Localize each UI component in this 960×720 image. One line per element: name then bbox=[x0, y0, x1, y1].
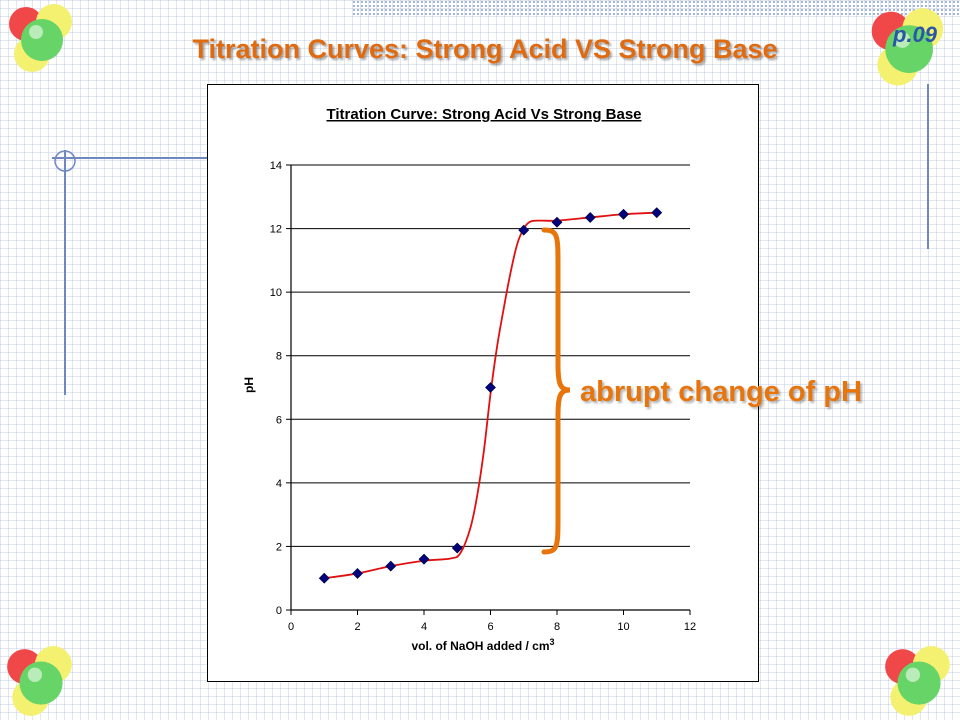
annotation-text: abrupt change of pH bbox=[580, 376, 862, 408]
data-point-marker bbox=[352, 568, 363, 579]
x-tick-label: 10 bbox=[617, 621, 629, 633]
data-point-marker bbox=[518, 224, 530, 236]
y-tick-label: 4 bbox=[276, 478, 282, 490]
molecule-icon bbox=[7, 646, 72, 716]
data-point-marker bbox=[618, 208, 629, 220]
molecule-icon bbox=[871, 8, 944, 86]
slide-title: Titration Curves: Strong Acid VS Strong … bbox=[192, 34, 778, 64]
y-tick-label: 10 bbox=[270, 287, 282, 299]
x-tick-label: 8 bbox=[554, 621, 560, 633]
marker-layer bbox=[318, 207, 663, 584]
y-tick-label: 2 bbox=[276, 541, 282, 553]
y-tick-label: 8 bbox=[276, 351, 282, 363]
grid-layer bbox=[291, 164, 690, 547]
deco-horizontal-line bbox=[52, 157, 212, 159]
molecule-icon bbox=[9, 4, 72, 72]
molecule-icon bbox=[885, 646, 950, 716]
crosshair-icon bbox=[54, 150, 76, 172]
page-number: p.09 bbox=[893, 22, 938, 47]
y-tick-label: 0 bbox=[276, 605, 282, 617]
x-tick-label: 12 bbox=[684, 621, 696, 633]
chart-frame: Titration Curve: Strong Acid Vs Strong B… bbox=[207, 84, 759, 682]
data-point-marker bbox=[318, 572, 330, 584]
axis-layer: 0 2 4 6 8 10 12 14 0 2 4 6 8 10 12 bbox=[270, 160, 696, 633]
data-point-marker bbox=[651, 207, 663, 219]
data-point-marker bbox=[551, 216, 563, 228]
x-tick-label: 6 bbox=[487, 621, 493, 633]
top-dotted-band bbox=[352, 0, 960, 16]
y-axis-label: pH bbox=[242, 377, 256, 393]
data-point-marker bbox=[485, 382, 496, 393]
deco-vertical-line bbox=[64, 150, 66, 395]
y-tick-label: 14 bbox=[270, 160, 282, 172]
data-point-marker bbox=[385, 560, 397, 572]
chart-title: Titration Curve: Strong Acid Vs Strong B… bbox=[326, 106, 641, 123]
data-point-marker bbox=[584, 212, 596, 223]
x-tick-label: 4 bbox=[421, 621, 427, 633]
y-tick-label: 12 bbox=[270, 224, 282, 236]
x-tick-label: 2 bbox=[354, 621, 360, 633]
x-tick-label: 0 bbox=[288, 621, 294, 633]
x-axis-label: vol. of NaOH added / cm3 bbox=[411, 637, 554, 653]
data-point-marker bbox=[418, 553, 430, 565]
titration-chart: Titration Curve: Strong Acid Vs Strong B… bbox=[242, 106, 696, 653]
data-point-marker bbox=[451, 542, 463, 554]
y-tick-label: 6 bbox=[276, 414, 282, 426]
curve-layer bbox=[324, 211, 657, 580]
fit-curve-line bbox=[324, 211, 657, 580]
curly-brace-icon bbox=[541, 227, 571, 555]
deco-vertical-line-right bbox=[927, 84, 929, 249]
x-axis-label-superscript: 3 bbox=[550, 637, 555, 647]
